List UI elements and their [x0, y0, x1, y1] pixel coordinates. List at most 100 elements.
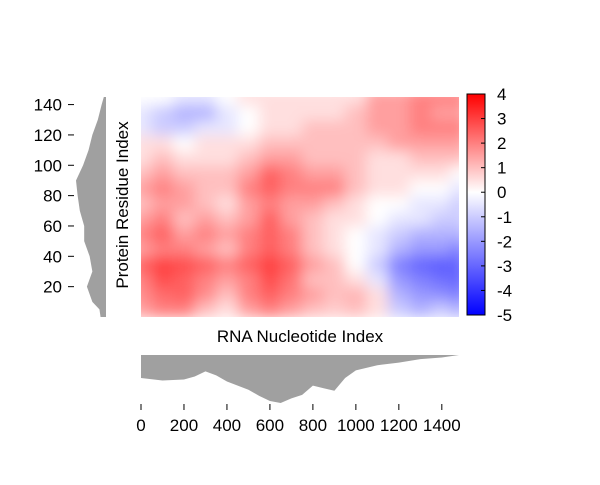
heatmap-cell [151, 97, 174, 106]
heatmap-cell [141, 97, 153, 106]
heatmap-cell [409, 104, 432, 121]
heatmap-cell [151, 301, 174, 317]
heatmap-cell [151, 119, 174, 136]
y-tick-label: 40 [43, 247, 62, 266]
heatmap-cell [216, 119, 239, 136]
heatmap-cell [388, 301, 411, 317]
heatmap-cell [151, 134, 174, 151]
marginal-x-profile [141, 355, 459, 403]
heatmap-cell [194, 180, 217, 197]
heatmap-cell [323, 301, 346, 317]
heatmap-cell [259, 225, 282, 242]
heatmap-cell [194, 119, 217, 136]
x-axis: 0 200 400 600 800 1000 1200 1400 [136, 404, 461, 435]
heatmap-cell [431, 195, 452, 212]
heatmap-cell [323, 119, 346, 136]
heatmap-cell [151, 271, 174, 288]
y-axis: 20 40 60 80 100 120 140 [34, 96, 74, 297]
heatmap-cell [141, 210, 153, 227]
heatmap-cell [431, 134, 452, 151]
y-tick-label: 120 [34, 126, 62, 145]
marginal-y-area [76, 97, 106, 317]
heatmap-cell [450, 165, 459, 182]
heatmap-cell [216, 150, 239, 166]
heatmap-cell [194, 150, 217, 166]
heatmap-cell [302, 241, 325, 257]
heatmap-cell [431, 165, 452, 182]
heatmap-cell [194, 195, 217, 212]
heatmap-cell [388, 104, 411, 121]
heatmap-cell [366, 104, 389, 121]
heatmap-cell [259, 104, 282, 121]
heatmap-cell [450, 301, 459, 317]
heatmap-cell [450, 134, 459, 151]
heatmap-cell [345, 97, 368, 106]
heatmap-cell [450, 286, 459, 303]
heatmap-cell [194, 241, 217, 257]
heatmap-cell [323, 97, 346, 106]
heatmap-cell [141, 271, 153, 288]
heatmap-cell [431, 119, 452, 136]
heatmap-cell [259, 134, 282, 151]
heatmap-cell [409, 119, 432, 136]
heatmap-cell [237, 271, 260, 288]
heatmap-cell [259, 150, 282, 166]
heatmap-cell [450, 150, 459, 166]
heatmap-cell [173, 165, 196, 182]
heatmap-cell [259, 180, 282, 197]
heatmap-cell [302, 210, 325, 227]
heatmap-cell [302, 256, 325, 273]
heatmap-cell [237, 241, 260, 257]
heatmap-cell [216, 301, 239, 317]
x-tick-label: 1200 [380, 416, 418, 435]
heatmap-cell [237, 256, 260, 273]
heatmap-cell [237, 104, 260, 121]
heatmap-cell [216, 195, 239, 212]
colorbar-tick-label: -3 [497, 257, 512, 276]
x-tick-label: 1400 [423, 416, 461, 435]
heatmap-cell [141, 301, 153, 317]
heatmap-cell [280, 180, 303, 197]
heatmap-cell [280, 256, 303, 273]
heatmap-cell [194, 165, 217, 182]
heatmap-cell [450, 97, 459, 106]
heatmap-cell [323, 180, 346, 197]
heatmap-cell [431, 180, 452, 197]
heatmap-cell [366, 97, 389, 106]
heatmap-cell [173, 301, 196, 317]
heatmap-cell [151, 150, 174, 166]
heatmap-cell [388, 225, 411, 242]
heatmap-cell [366, 225, 389, 242]
heatmap-cell [302, 150, 325, 166]
heatmap-cell [345, 241, 368, 257]
heatmap-cell [388, 256, 411, 273]
heatmap-cell [323, 286, 346, 303]
heatmap-cell [141, 286, 153, 303]
heatmap-cell [151, 210, 174, 227]
heatmap-cell [431, 241, 452, 257]
heatmap-cell [450, 241, 459, 257]
heatmap-cell [345, 180, 368, 197]
heatmap-cell [259, 210, 282, 227]
heatmap-cell [323, 104, 346, 121]
heatmap-cell [280, 301, 303, 317]
heatmap-cell [388, 119, 411, 136]
heatmap-cell [345, 104, 368, 121]
heatmap-cell [194, 97, 217, 106]
heatmap-cell [345, 210, 368, 227]
heatmap-cell [302, 195, 325, 212]
heatmap-cell [280, 210, 303, 227]
heatmap-cell [194, 271, 217, 288]
heatmap-cell [388, 210, 411, 227]
heatmap-cell [194, 225, 217, 242]
heatmap-cell [388, 97, 411, 106]
heatmap-cell [366, 180, 389, 197]
heatmap-cell [409, 165, 432, 182]
heatmap-cell [409, 256, 432, 273]
heatmap-cell [216, 286, 239, 303]
heatmap-cell [237, 165, 260, 182]
heatmap-cell [323, 241, 346, 257]
heatmap-cell [280, 225, 303, 242]
heatmap-cell [323, 256, 346, 273]
heatmap-cell [280, 286, 303, 303]
